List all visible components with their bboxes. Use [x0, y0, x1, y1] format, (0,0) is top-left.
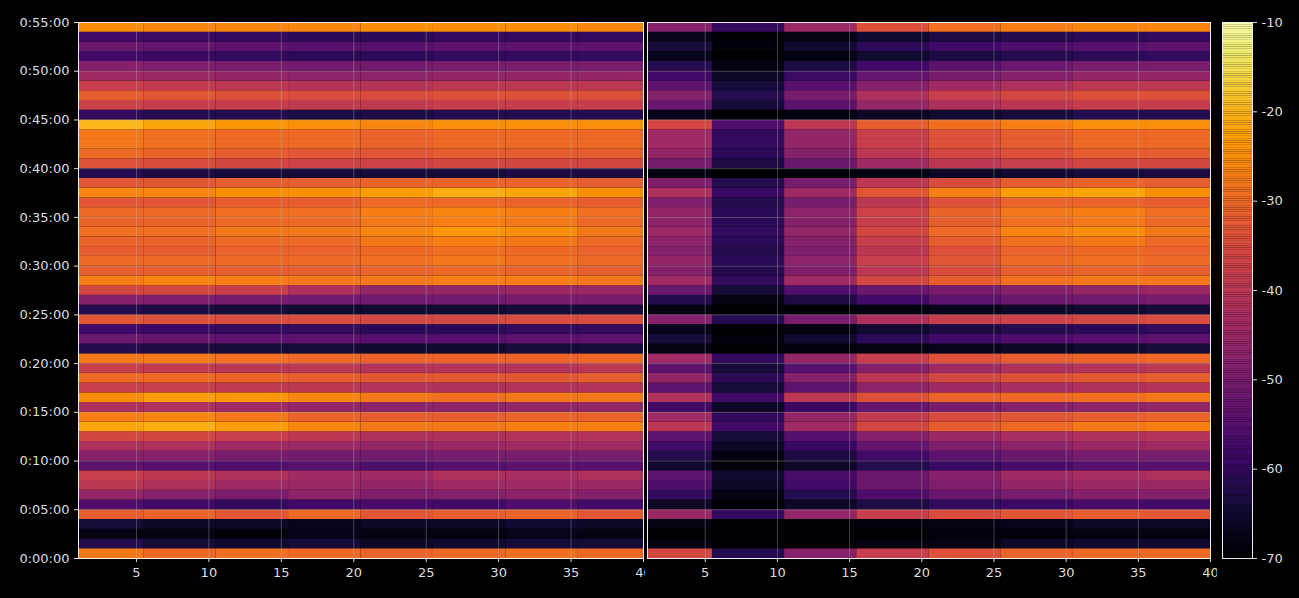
svg-text:0:55:00: 0:55:00: [19, 15, 69, 30]
svg-text:10: 10: [769, 565, 786, 580]
svg-text:35: 35: [563, 565, 580, 580]
svg-text:30: 30: [1058, 565, 1075, 580]
svg-text:0:40:00: 0:40:00: [19, 161, 69, 176]
svg-text:0:15:00: 0:15:00: [19, 404, 69, 419]
svg-text:0:05:00: 0:05:00: [19, 502, 69, 517]
svg-text:20: 20: [345, 565, 362, 580]
svg-text:10: 10: [201, 565, 218, 580]
svg-text:0:00:00: 0:00:00: [19, 551, 69, 566]
svg-text:-50: -50: [1262, 372, 1283, 387]
svg-text:5: 5: [701, 565, 709, 580]
svg-text:25: 25: [418, 565, 435, 580]
svg-text:-30: -30: [1262, 193, 1283, 208]
svg-text:-20: -20: [1262, 104, 1283, 119]
svg-text:0:35:00: 0:35:00: [19, 210, 69, 225]
svg-text:0:10:00: 0:10:00: [19, 453, 69, 468]
svg-text:-70: -70: [1262, 551, 1283, 566]
svg-text:30: 30: [490, 565, 507, 580]
svg-text:35: 35: [1130, 565, 1147, 580]
svg-text:20: 20: [914, 565, 931, 580]
svg-text:0:30:00: 0:30:00: [19, 258, 69, 273]
svg-text:15: 15: [841, 565, 858, 580]
svg-text:-60: -60: [1262, 461, 1283, 476]
svg-text:40: 40: [635, 564, 652, 580]
svg-text:-40: -40: [1262, 283, 1283, 298]
svg-text:0:25:00: 0:25:00: [19, 307, 69, 322]
svg-text:15: 15: [273, 565, 290, 580]
svg-text:0:20:00: 0:20:00: [19, 356, 69, 371]
svg-text:0:50:00: 0:50:00: [19, 63, 69, 78]
svg-text:5: 5: [132, 565, 140, 580]
svg-text:-10: -10: [1262, 15, 1283, 30]
svg-text:0:45:00: 0:45:00: [19, 112, 69, 127]
svg-text:40: 40: [1202, 564, 1219, 580]
svg-text:25: 25: [986, 565, 1003, 580]
